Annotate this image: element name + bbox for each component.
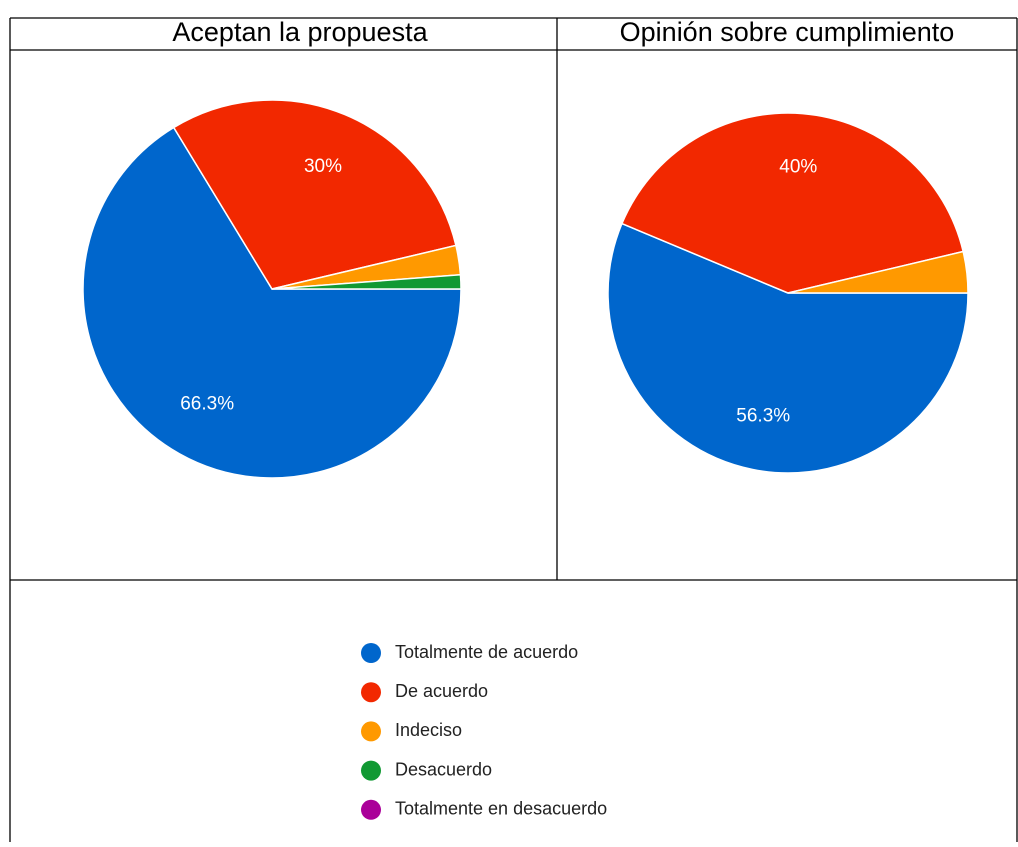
pie-slice [271,273,462,290]
pie-slice [82,126,462,479]
pie-slice [620,112,965,294]
legend-label: Totalmente de acuerdo [395,642,578,662]
pie-title: Aceptan la propuesta [172,17,428,47]
legend-label: Totalmente en desacuerdo [395,799,607,819]
pie-slice [172,99,457,290]
pie-slice [787,250,969,294]
value-label: 40% [779,156,817,177]
value-label: 30% [304,156,342,177]
legend-label: Desacuerdo [395,759,492,779]
legend-label: Indeciso [395,720,462,740]
legend-marker [361,682,381,703]
value-label: 66.3% [180,393,234,414]
legend-marker [361,643,381,663]
value-label: 56.3% [736,406,790,427]
legend-label: De acuerdo [395,681,488,701]
legend-marker [361,799,381,820]
pie-slice [607,222,969,474]
legend-marker [361,760,381,781]
pie-title: Opinión sobre cumplimiento [620,17,955,47]
legend-marker [361,721,381,742]
